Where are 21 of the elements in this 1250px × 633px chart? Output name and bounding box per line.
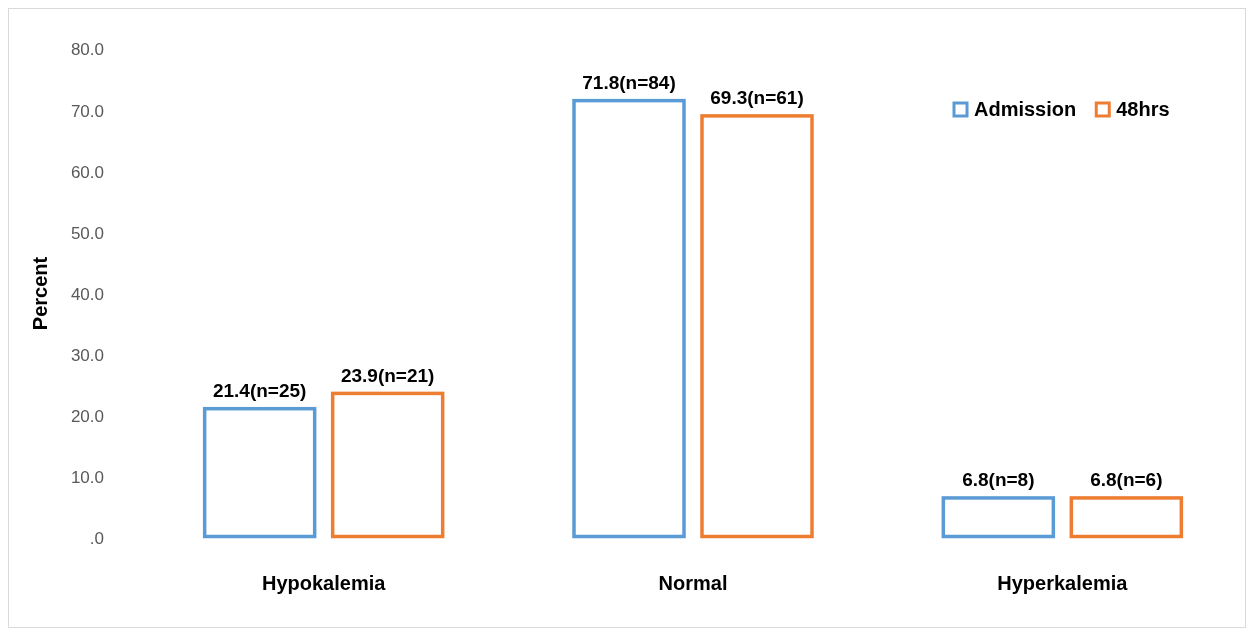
y-tick-label: 10.0 — [70, 468, 104, 488]
data-label: 6.8(n=8) — [962, 469, 1035, 491]
y-tick-label: 50.0 — [70, 223, 104, 243]
data-label: 21.4(n=25) — [212, 380, 307, 402]
data-label: 71.8(n=84) — [582, 72, 676, 94]
data-label: 69.3(n=61) — [710, 87, 804, 109]
x-tick-label: Hyperkalemia — [997, 572, 1129, 595]
data-label: 23.9(n=21) — [340, 364, 435, 386]
legend-label: 48hrs — [1116, 98, 1170, 120]
x-tick-label: Hypokalemia — [261, 572, 387, 595]
legend-label: Admission — [974, 98, 1077, 120]
y-tick-label: 20.0 — [70, 407, 104, 427]
y-tick-label: .0 — [89, 529, 104, 549]
y-axis-title: Percent — [29, 256, 51, 331]
y-tick-label: 30.0 — [70, 346, 104, 366]
y-tick-label: 40.0 — [70, 284, 104, 304]
y-tick-label: 80.0 — [70, 40, 104, 60]
data-label: 6.8(n=6) — [1090, 469, 1163, 491]
y-tick-label: 60.0 — [70, 162, 104, 182]
x-tick-label: Normal — [658, 572, 728, 595]
y-tick-label: 70.0 — [70, 101, 104, 121]
